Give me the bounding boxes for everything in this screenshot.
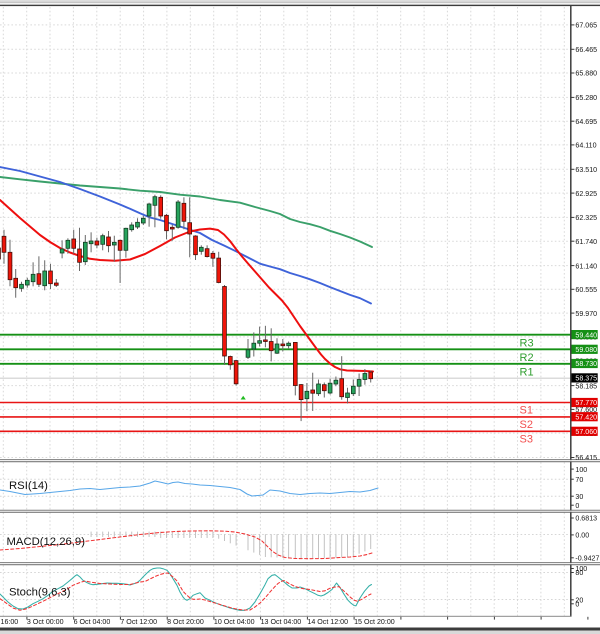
svg-text:64.695: 64.695 [575, 118, 597, 126]
svg-text:61.740: 61.740 [575, 238, 597, 246]
svg-text:58.185: 58.185 [575, 382, 597, 390]
svg-text:0: 0 [575, 601, 579, 609]
svg-text:15 Oct 20:00: 15 Oct 20:00 [354, 618, 395, 626]
svg-text:14 Oct 12:00: 14 Oct 12:00 [307, 618, 348, 626]
svg-text:0.00: 0.00 [575, 532, 589, 540]
svg-text:59.970: 59.970 [575, 310, 597, 318]
svg-text:0.6813: 0.6813 [575, 515, 597, 523]
svg-text:64.110: 64.110 [575, 142, 596, 150]
svg-text:59.080: 59.080 [575, 346, 597, 354]
svg-text:65.280: 65.280 [575, 94, 597, 102]
svg-text:8 Oct 20:00: 8 Oct 20:00 [167, 618, 204, 626]
svg-text:S1: S1 [520, 405, 533, 417]
svg-text:67.065: 67.065 [575, 22, 597, 30]
svg-text:59.440: 59.440 [575, 331, 597, 339]
svg-text:3 Oct 00:00: 3 Oct 00:00 [27, 618, 64, 626]
svg-text:MACD(12,26,9): MACD(12,26,9) [7, 536, 86, 548]
svg-text:-0.9427: -0.9427 [575, 555, 599, 563]
svg-text:62.925: 62.925 [575, 190, 597, 198]
svg-text:30: 30 [575, 493, 583, 501]
svg-text:S2: S2 [520, 419, 533, 431]
svg-text:63.510: 63.510 [575, 166, 597, 174]
svg-text:57.420: 57.420 [575, 413, 597, 421]
svg-text:61.140: 61.140 [575, 262, 597, 270]
svg-text:10 Oct 04:00: 10 Oct 04:00 [214, 618, 255, 626]
svg-text:0: 0 [575, 502, 579, 510]
svg-text:60.555: 60.555 [575, 286, 597, 294]
svg-text:S3: S3 [520, 434, 533, 446]
svg-text:56.415: 56.415 [575, 454, 597, 462]
svg-text:66.465: 66.465 [575, 46, 597, 54]
svg-text:Stoch(9,6,3): Stoch(9,6,3) [9, 587, 71, 599]
svg-text:57.600: 57.600 [575, 406, 597, 414]
svg-text:7 Oct 12:00: 7 Oct 12:00 [120, 618, 157, 626]
svg-text:57.060: 57.060 [575, 428, 597, 436]
svg-text:13 Oct 04:00: 13 Oct 04:00 [261, 618, 302, 626]
svg-text:R2: R2 [520, 352, 534, 364]
svg-text:R1: R1 [520, 367, 534, 379]
svg-text:58.375: 58.375 [575, 375, 597, 383]
svg-text:R3: R3 [520, 338, 534, 350]
svg-text:80: 80 [575, 569, 583, 577]
svg-text:62.325: 62.325 [575, 214, 597, 222]
svg-text:65.880: 65.880 [575, 70, 597, 78]
svg-text:100: 100 [575, 466, 587, 474]
svg-text:70: 70 [575, 476, 583, 484]
svg-text:58.730: 58.730 [575, 360, 597, 368]
svg-text:16:00: 16:00 [1, 618, 19, 626]
svg-text:20: 20 [575, 597, 583, 605]
svg-text:57.770: 57.770 [575, 399, 597, 407]
svg-text:100: 100 [575, 565, 587, 573]
svg-text:6 Oct 04:00: 6 Oct 04:00 [74, 618, 111, 626]
svg-text:RSI(14): RSI(14) [9, 480, 48, 492]
